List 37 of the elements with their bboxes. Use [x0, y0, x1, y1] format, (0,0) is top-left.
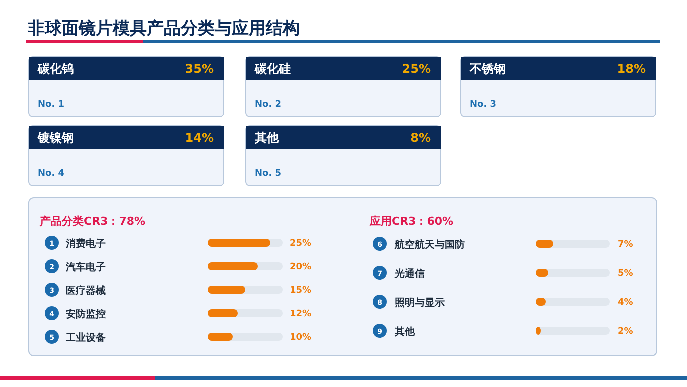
text: No. 2 [255, 100, 282, 110]
text: 镀镍钢 [37, 131, 74, 145]
data-label: 2% [618, 327, 634, 337]
data-label: 15% [290, 286, 312, 296]
data-label: 25% [290, 239, 312, 249]
y-tick-label: 其他 [394, 326, 416, 338]
text: 非球面镜片模具产品分类与应用结构 [27, 19, 300, 39]
text: No. 3 [470, 100, 497, 110]
y-tick-label: 消费电子 [65, 238, 106, 250]
y-tick-label: 工业设备 [65, 332, 107, 344]
text: 14% [185, 131, 214, 145]
data-label: 10% [290, 333, 312, 343]
bar [536, 240, 554, 248]
text: No. 4 [38, 169, 65, 179]
text: 不锈钢 [469, 62, 506, 76]
text: 其他 [254, 131, 280, 145]
text: 8% [410, 131, 431, 145]
y-tick-label: 医疗器械 [66, 285, 106, 297]
data-label: 4% [618, 298, 634, 308]
text: 产品分类CR3：78% [39, 215, 146, 228]
text: 35% [185, 62, 214, 76]
text: No. 1 [38, 100, 65, 110]
y-tick-label: 航空航天与国防 [394, 239, 465, 251]
text: 碳化钨 [37, 62, 74, 76]
text: 25% [402, 62, 431, 76]
text: 应用CR3：60% [369, 215, 454, 228]
y-tick-label: 照明与显示 [395, 297, 445, 309]
y-tick-label: 安防监控 [66, 308, 106, 320]
y-tick-label: 汽车电子 [65, 262, 106, 274]
data-label: 7% [618, 240, 634, 250]
text: 18% [617, 62, 646, 76]
data-label: 5% [618, 269, 634, 279]
data-label: 20% [290, 262, 312, 272]
text: 碳化硅 [254, 62, 291, 76]
data-label: 12% [290, 310, 312, 320]
y-tick-label: 光通信 [394, 268, 425, 280]
text: No. 5 [255, 169, 282, 179]
